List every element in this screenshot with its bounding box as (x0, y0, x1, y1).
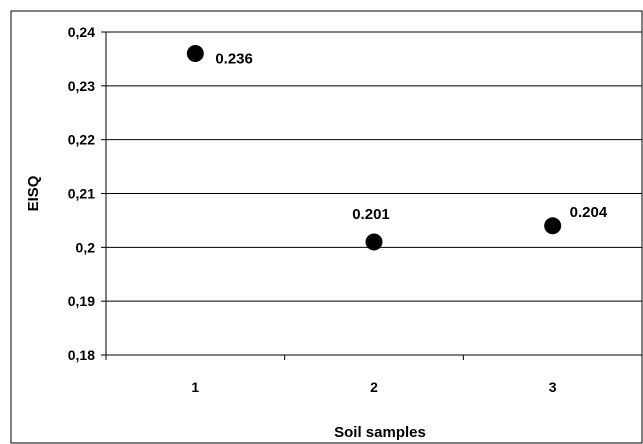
y-tick-label: 0,24 (68, 24, 95, 40)
y-tick-label: 0,23 (68, 78, 95, 94)
y-axis-ticks: 0,18 0,19 0,2 0,21 0,22 0,23 0,24 (68, 24, 106, 363)
y-tick-label: 0,18 (68, 347, 95, 363)
data-point-1 (186, 45, 204, 63)
data-label-1: 0.236 (215, 51, 253, 68)
data-label-2: 0.201 (352, 206, 390, 223)
y-tick-label: 0,21 (68, 186, 95, 202)
y-tick-label: 0,22 (68, 132, 95, 148)
x-axis-ticks: 1 2 3 (105, 355, 643, 395)
x-axis-title: Soil samples (334, 424, 426, 441)
x-tick-label: 2 (370, 379, 378, 395)
y-tick-label: 0,2 (76, 239, 96, 255)
data-labels: 0.236 0.201 0.204 (215, 51, 608, 223)
chart-frame (10, 10, 643, 444)
x-tick-label: 1 (191, 379, 199, 395)
data-points (186, 45, 562, 251)
data-point-3 (544, 217, 562, 235)
y-axis-title: EISQ (25, 175, 42, 211)
data-label-3: 0.204 (570, 204, 608, 221)
data-point-2 (365, 233, 383, 251)
gridlines (106, 31, 642, 302)
x-tick-label: 3 (549, 379, 557, 395)
y-tick-label: 0,19 (68, 293, 95, 309)
